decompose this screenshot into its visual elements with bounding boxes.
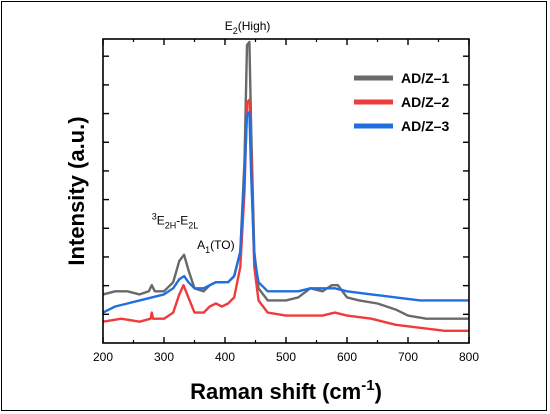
x-tick-label: 700 bbox=[398, 350, 418, 364]
legend-label-3: AD/Z–3 bbox=[401, 118, 449, 134]
series-line-2 bbox=[102, 98, 469, 332]
x-tick-label: 300 bbox=[154, 350, 174, 364]
peak-label-e2h-e2l: 3E2H-E2L bbox=[152, 211, 199, 230]
peak-label-e2high: E2(High) bbox=[225, 19, 271, 36]
series-line-3 bbox=[102, 110, 469, 314]
legend-label-2: AD/Z–2 bbox=[401, 94, 449, 110]
y-axis-label: Intensity (a.u.) bbox=[64, 116, 89, 265]
x-tick-label: 200 bbox=[93, 350, 113, 364]
x-axis-label: Raman shift (cm-1) bbox=[190, 377, 382, 404]
x-tick-label: 800 bbox=[459, 350, 479, 364]
x-tick-label: 600 bbox=[337, 350, 357, 364]
x-tick-label: 500 bbox=[276, 350, 296, 364]
peak-label-a1to: A1(TO) bbox=[197, 238, 234, 255]
x-tick-label: 400 bbox=[215, 350, 235, 364]
legend-label-1: AD/Z–1 bbox=[401, 70, 449, 86]
